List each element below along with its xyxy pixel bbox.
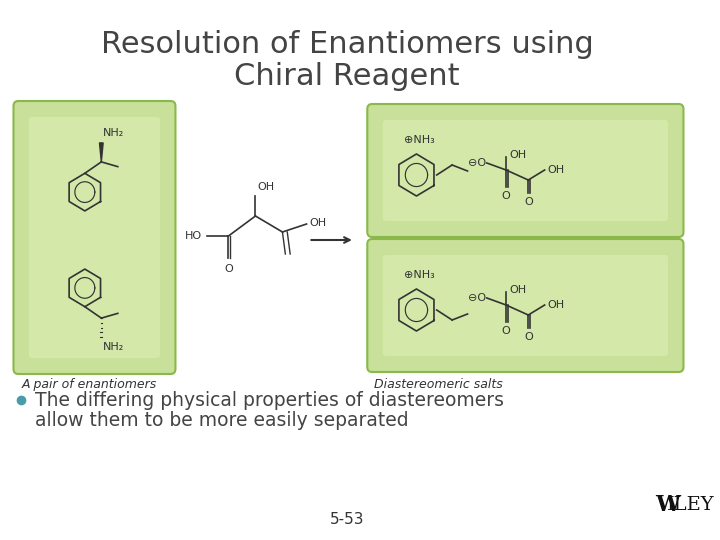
Text: O: O [502,191,510,201]
Text: OH: OH [547,165,564,175]
Text: OH: OH [257,182,274,192]
Text: ILEY: ILEY [667,496,715,514]
Text: allow them to be more easily separated: allow them to be more easily separated [35,410,408,429]
Text: HO: HO [185,231,202,241]
Text: A pair of enantiomers: A pair of enantiomers [21,378,156,391]
Text: OH: OH [310,218,327,228]
Text: NH₂: NH₂ [103,342,125,352]
Text: O: O [502,326,510,336]
Text: ⊖O: ⊖O [468,293,486,303]
FancyBboxPatch shape [383,120,668,221]
Text: ⊕NH₃: ⊕NH₃ [404,270,435,280]
Polygon shape [99,143,103,162]
Text: Resolution of Enantiomers using: Resolution of Enantiomers using [101,30,593,59]
Text: The differing physical properties of diastereomers: The differing physical properties of dia… [35,390,504,409]
FancyBboxPatch shape [367,239,683,372]
Text: W: W [655,494,680,516]
Text: OH: OH [509,150,526,160]
Text: O: O [524,332,533,342]
FancyBboxPatch shape [29,117,160,358]
Text: ⊕NH₃: ⊕NH₃ [404,135,435,145]
Text: ⊖O: ⊖O [468,158,486,168]
Text: Chiral Reagent: Chiral Reagent [234,62,460,91]
FancyBboxPatch shape [383,255,668,356]
FancyBboxPatch shape [14,101,176,374]
Text: Diastereomeric salts: Diastereomeric salts [374,378,503,391]
Text: OH: OH [547,300,564,310]
Text: NH₂: NH₂ [103,128,125,138]
FancyBboxPatch shape [367,104,683,237]
Text: O: O [224,264,233,274]
Text: O: O [524,197,533,207]
Text: OH: OH [509,285,526,295]
Text: 5-53: 5-53 [330,512,364,528]
